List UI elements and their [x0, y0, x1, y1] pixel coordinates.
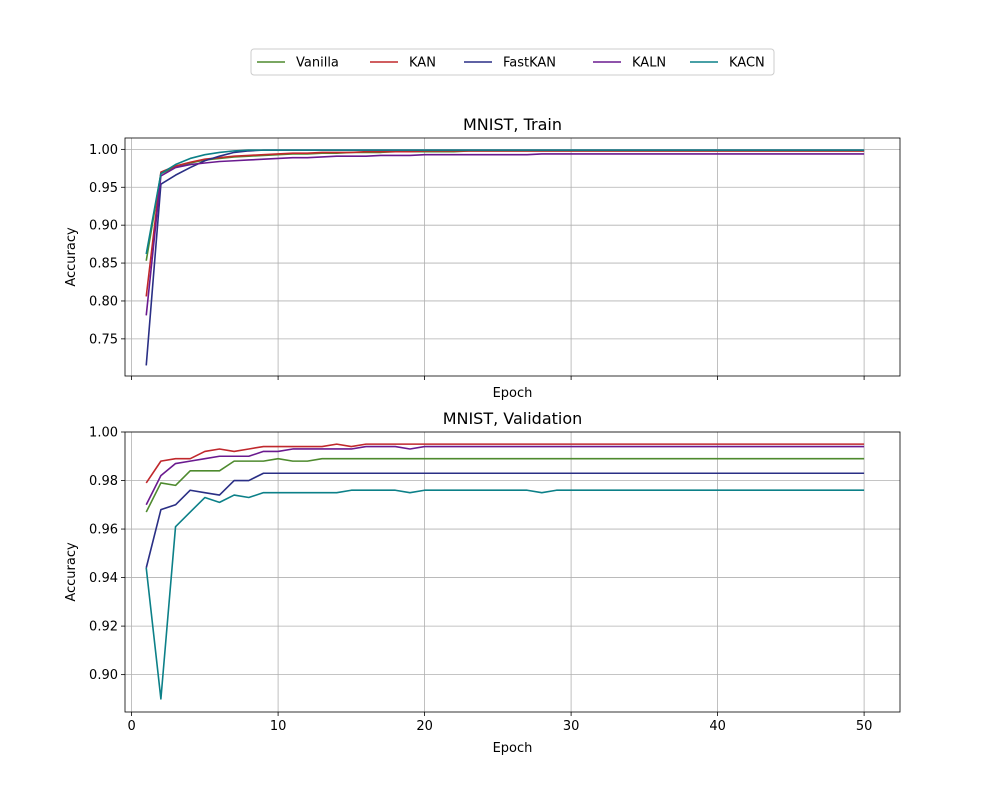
series-line-fastkan	[145, 472, 865, 569]
series-line-kaln	[145, 445, 865, 506]
series-line-fastkan	[145, 149, 865, 366]
chart-title: MNIST, Train	[463, 115, 562, 134]
legend-box	[250, 48, 775, 76]
y-tick-label: 0.95	[89, 181, 118, 196]
series-layer	[145, 443, 865, 700]
x-tick-label: 10	[270, 719, 287, 734]
x-axis-label: Epoch	[493, 741, 533, 756]
legend-label: KAN	[409, 56, 436, 71]
legend-label: FastKAN	[503, 56, 556, 71]
chart-title: MNIST, Validation	[443, 409, 583, 428]
grid	[125, 431, 900, 712]
y-tick-label: 0.96	[89, 523, 118, 538]
legend-label: KALN	[632, 56, 666, 71]
x-tick-label: 30	[563, 719, 580, 734]
y-tick-label: 0.94	[89, 571, 118, 586]
y-tick-label: 0.90	[89, 668, 118, 683]
grid	[125, 138, 900, 376]
series-line-kaln	[145, 153, 865, 316]
y-tick-label: 0.92	[89, 620, 118, 635]
x-tick-label: 0	[127, 719, 135, 734]
legend-label: KACN	[729, 56, 765, 71]
ticks: 0.75 0.80 0.85 0.90 0.95 1.00	[89, 143, 865, 380]
plot-frame	[124, 137, 901, 377]
y-tick-label: 1.00	[89, 143, 118, 158]
y-axis-label: Accuracy	[64, 542, 79, 602]
series-line-kan	[145, 150, 865, 297]
chart-train: MNIST, Train 0.75 0.80 0.85 0.90 0.95 1.00 Ep…	[64, 115, 901, 401]
y-tick-label: 0.85	[89, 257, 118, 272]
x-tick-label: 40	[709, 719, 726, 734]
series-line-vanilla	[145, 457, 865, 513]
legend: Vanilla KAN FastKAN KALN KACN	[250, 48, 775, 76]
x-tick-label: 20	[416, 719, 433, 734]
y-axis-label: Accuracy	[64, 227, 79, 287]
y-tick-label: 0.90	[89, 219, 118, 234]
chart-validation: MNIST, Validation 0 10 20 30 40 50 0.90 0.92 0.9…	[64, 409, 901, 756]
y-tick-label: 0.80	[89, 294, 118, 309]
series-line-kacn	[145, 489, 865, 700]
y-tick-label: 0.75	[89, 332, 118, 347]
y-tick-label: 0.98	[89, 474, 118, 489]
x-axis-label: Epoch	[493, 386, 533, 401]
plot-frame	[124, 431, 901, 713]
legend-label: Vanilla	[296, 56, 339, 71]
series-layer	[145, 149, 865, 366]
x-tick-label: 50	[856, 719, 873, 734]
series-line-kan	[145, 443, 865, 484]
y-tick-label: 1.00	[89, 426, 118, 441]
ticks: 0 10 20 30 40 50 0.90 0.92 0.94 0.96 0.98 1.00	[89, 426, 872, 735]
series-line-vanilla	[145, 150, 865, 261]
series-line-kacn	[145, 149, 865, 255]
